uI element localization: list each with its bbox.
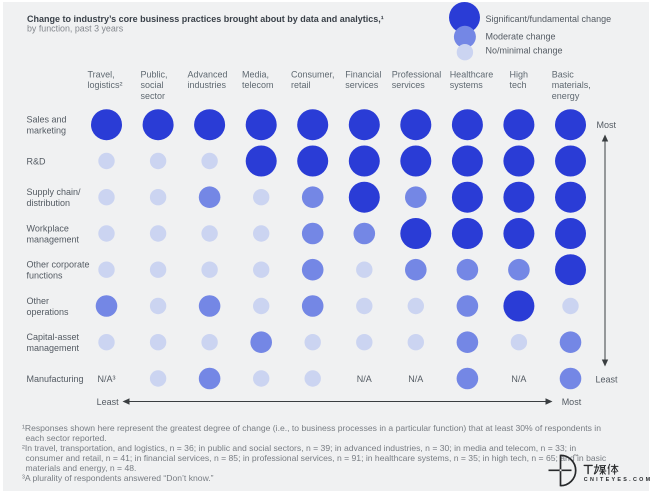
svg-text:services: services [345, 80, 379, 90]
svg-text:Consumer,: Consumer, [291, 69, 335, 79]
svg-text:R&D: R&D [27, 156, 47, 166]
svg-text:Significant/fundamental change: Significant/fundamental change [486, 14, 612, 24]
svg-text:³A plurality of respondents an: ³A plurality of respondents answered “Do… [22, 473, 214, 483]
svg-text:Other: Other [27, 296, 50, 306]
svg-text:Supply chain/: Supply chain/ [27, 187, 82, 197]
svg-text:telecom: telecom [242, 80, 274, 90]
svg-text:logistics²: logistics² [88, 80, 123, 90]
svg-text:sector: sector [141, 91, 166, 101]
svg-text:Other corporate: Other corporate [27, 260, 90, 270]
svg-text:N/A: N/A [357, 374, 372, 384]
svg-text:Basic: Basic [552, 69, 575, 79]
svg-text:Manufacturing: Manufacturing [27, 374, 84, 384]
svg-text:Capital-asset: Capital-asset [27, 332, 80, 342]
svg-text:consumer and retail, n = 41; i: consumer and retail, n = 41; in financia… [26, 453, 607, 463]
svg-text:operations: operations [27, 307, 70, 317]
svg-text:Sales and: Sales and [27, 115, 67, 125]
svg-text:N/A³: N/A³ [98, 374, 116, 384]
svg-text:High: High [510, 69, 529, 79]
svg-text:¹Responses shown here represen: ¹Responses shown here represent the grea… [22, 423, 601, 433]
svg-text:Change to industry’s core busi: Change to industry’s core business pract… [27, 14, 384, 24]
svg-text:social: social [141, 80, 164, 90]
svg-text:functions: functions [27, 271, 64, 281]
svg-text:marketing: marketing [27, 126, 67, 136]
svg-text:Financial: Financial [345, 69, 381, 79]
svg-text:by function, past 3 years: by function, past 3 years [27, 24, 124, 34]
svg-text:services: services [392, 80, 426, 90]
svg-text:tech: tech [510, 80, 527, 90]
svg-text:Moderate change: Moderate change [486, 32, 556, 42]
svg-text:distribution: distribution [27, 198, 71, 208]
svg-text:retail: retail [291, 80, 311, 90]
svg-text:Media,: Media, [242, 69, 269, 79]
svg-text:each sector reported.: each sector reported. [26, 433, 107, 443]
svg-text:systems: systems [450, 80, 484, 90]
svg-text:N/A: N/A [408, 374, 423, 384]
svg-text:industries: industries [188, 80, 227, 90]
svg-text:management: management [27, 235, 80, 245]
svg-text:Most: Most [562, 397, 582, 407]
svg-text:energy: energy [552, 91, 580, 101]
svg-text:Travel,: Travel, [88, 69, 115, 79]
svg-text:Most: Most [597, 120, 617, 130]
svg-text:No/minimal change: No/minimal change [486, 45, 563, 55]
svg-text:management: management [27, 343, 80, 353]
svg-text:Advanced: Advanced [188, 69, 228, 79]
svg-text:Workplace: Workplace [27, 223, 69, 233]
svg-text:materials,: materials, [552, 80, 591, 90]
svg-text:™: ™ [574, 454, 579, 459]
svg-text:Least: Least [596, 374, 619, 384]
svg-text:Public,: Public, [141, 69, 168, 79]
svg-text:Healthcare: Healthcare [450, 69, 494, 79]
svg-text:²In travel, transportation, an: ²In travel, transportation, and logistic… [22, 443, 576, 453]
svg-text:materials and energy, n = 48.: materials and energy, n = 48. [26, 463, 137, 473]
svg-text:Professional: Professional [392, 69, 442, 79]
svg-text:N/A: N/A [511, 374, 526, 384]
svg-text:CNITEYES.COM: CNITEYES.COM [584, 477, 651, 483]
svg-text:Least: Least [97, 397, 120, 407]
